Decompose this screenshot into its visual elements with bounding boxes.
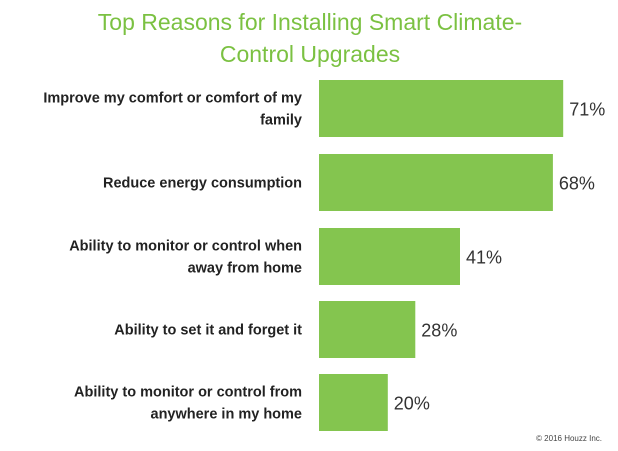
- value-label-5: 20%: [394, 394, 430, 414]
- category-label-2: Reduce energy consumption: [103, 176, 302, 192]
- category-label-2-line-1: Reduce energy consumption: [103, 176, 302, 192]
- bar-4: [319, 301, 416, 358]
- chart-title-line-2: Control Upgrades: [219, 41, 401, 67]
- bar-5: [319, 374, 388, 431]
- category-label-3-line-1: Ability to monitor or control when: [69, 239, 302, 255]
- bar-3: [319, 228, 460, 285]
- category-label-5-line-2: anywhere in my home: [151, 407, 303, 423]
- category-label-5-line-1: Ability to monitor or control from: [74, 385, 302, 401]
- category-label-3-line-2: away from home: [188, 261, 302, 277]
- copyright-notice: © 2016 Houzz Inc.: [536, 434, 602, 443]
- category-label-1-line-2: family: [260, 113, 302, 129]
- bar-2: [319, 154, 553, 211]
- category-label-5: Ability to monitor or control from anywhe…: [74, 385, 302, 423]
- category-label-4: Ability to set it and forget it: [114, 323, 302, 339]
- category-label-4-line-1: Ability to set it and forget it: [114, 323, 302, 339]
- category-label-3: Ability to monitor or control when away f…: [69, 239, 302, 277]
- chart-title-line-1: Top Reasons for Installing Smart Climate…: [97, 9, 523, 35]
- category-label-1-line-1: Improve my comfort or comfort of my: [43, 91, 302, 107]
- value-label-4: 28%: [421, 321, 457, 341]
- category-label-1: Improve my comfort or comfort of my famil…: [43, 91, 302, 129]
- value-label-3: 41%: [466, 248, 502, 268]
- bar-1: [319, 80, 564, 137]
- chart-title: Top Reasons for Installing Smart Climate…: [40, 6, 580, 70]
- value-label-2: 68%: [559, 174, 595, 194]
- value-label-1: 71%: [569, 100, 605, 120]
